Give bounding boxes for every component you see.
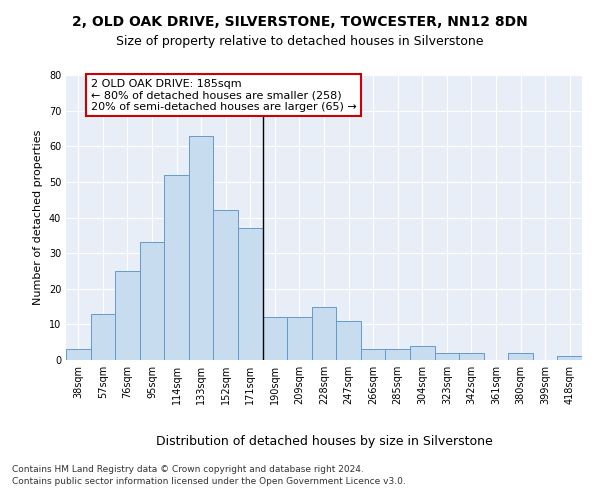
Y-axis label: Number of detached properties: Number of detached properties <box>33 130 43 305</box>
Bar <box>410 346 434 360</box>
Bar <box>557 356 582 360</box>
Bar <box>312 306 336 360</box>
Bar <box>140 242 164 360</box>
Bar <box>189 136 214 360</box>
Bar <box>336 321 361 360</box>
Bar <box>238 228 263 360</box>
Text: Size of property relative to detached houses in Silverstone: Size of property relative to detached ho… <box>116 35 484 48</box>
Text: Contains public sector information licensed under the Open Government Licence v3: Contains public sector information licen… <box>12 478 406 486</box>
Bar <box>91 314 115 360</box>
Bar <box>263 318 287 360</box>
Bar <box>287 318 312 360</box>
Text: 2, OLD OAK DRIVE, SILVERSTONE, TOWCESTER, NN12 8DN: 2, OLD OAK DRIVE, SILVERSTONE, TOWCESTER… <box>72 15 528 29</box>
Text: 2 OLD OAK DRIVE: 185sqm
← 80% of detached houses are smaller (258)
20% of semi-d: 2 OLD OAK DRIVE: 185sqm ← 80% of detache… <box>91 78 356 112</box>
Bar <box>214 210 238 360</box>
Text: Contains HM Land Registry data © Crown copyright and database right 2024.: Contains HM Land Registry data © Crown c… <box>12 465 364 474</box>
Bar <box>508 353 533 360</box>
Bar <box>385 350 410 360</box>
Bar <box>115 271 140 360</box>
Bar <box>361 350 385 360</box>
Bar <box>434 353 459 360</box>
Bar <box>459 353 484 360</box>
Bar <box>164 175 189 360</box>
Text: Distribution of detached houses by size in Silverstone: Distribution of detached houses by size … <box>155 435 493 448</box>
Bar <box>66 350 91 360</box>
